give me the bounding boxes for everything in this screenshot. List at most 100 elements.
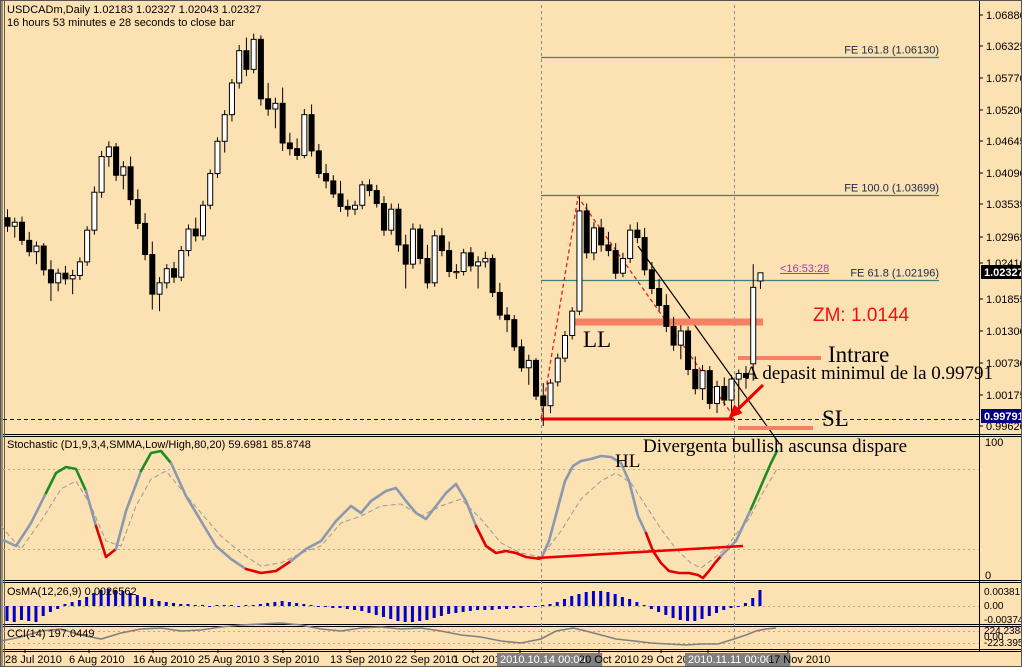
price-axis-label: 0.99620 <box>986 421 1022 433</box>
osma-histogram-bar <box>425 606 429 620</box>
stochastic-main-line <box>139 449 173 473</box>
candle-body <box>120 166 127 176</box>
time-axis-label: 20 Oct 2010 <box>579 654 639 666</box>
time-axis-label[interactable]: 2010.11.11 00:00 <box>688 654 772 666</box>
candle-body <box>605 244 612 252</box>
osma-histogram-bar <box>295 603 299 606</box>
cci-axis-label: 0.00 <box>984 632 1004 643</box>
osma-histogram-bar <box>143 597 147 606</box>
osma-histogram-bar <box>678 606 682 620</box>
osma-histogram-bar <box>63 604 67 606</box>
osma-histogram-bar <box>418 606 422 621</box>
candle-body <box>547 382 554 407</box>
osma-histogram-bar <box>628 599 632 606</box>
osma-histogram-bar <box>280 601 284 606</box>
candle-body <box>728 378 735 401</box>
candle-body <box>359 184 366 206</box>
stochastic-main-line <box>289 482 478 563</box>
osma-histogram-bar <box>229 605 233 606</box>
osma-histogram-bar <box>454 606 458 613</box>
candle-body <box>98 156 105 193</box>
osma-histogram-bar <box>99 590 103 606</box>
candle-body <box>489 257 496 293</box>
candle-body <box>648 269 655 289</box>
price-axis-label: 1.02965 <box>986 232 1022 244</box>
price-axis-label: 1.05770 <box>986 73 1022 85</box>
osma-histogram-bar <box>237 606 241 607</box>
zigzag-line <box>540 195 735 420</box>
candle-body <box>40 245 47 271</box>
candle-body <box>243 50 250 70</box>
time-axis-label: 16 Aug 2010 <box>133 654 195 666</box>
osma-histogram-bar <box>664 606 668 615</box>
osma-histogram-bar <box>324 606 328 607</box>
stochastic-main-line <box>84 489 98 528</box>
candle-body <box>750 286 757 365</box>
annotation-lower-low: LL <box>583 327 612 352</box>
candle-body <box>482 257 489 263</box>
candle-body <box>583 210 590 254</box>
cci-indicator-label: CCI(14) 197.0449 <box>7 628 95 640</box>
osma-histogram-bar <box>743 603 747 606</box>
osma-histogram-bar <box>519 606 523 608</box>
cci-axis-label: -223.395 <box>984 638 1022 649</box>
stochastic-signal-line <box>1 468 778 569</box>
candle-body <box>706 370 713 404</box>
osma-histogram-bar <box>353 606 357 610</box>
osma-histogram-bar <box>302 604 306 606</box>
osma-histogram-bar <box>570 596 574 606</box>
time-axis-label[interactable]: 2010.10.14 00:00 <box>500 654 586 666</box>
price-axis-label: 1.03535 <box>986 199 1022 211</box>
candle-body <box>569 310 576 336</box>
time-axis-label: 25 Aug 2010 <box>198 654 260 666</box>
price-axis-label: 1.04090 <box>986 168 1022 180</box>
osma-histogram-bar <box>389 606 393 619</box>
candle-body <box>62 272 69 280</box>
candle-body <box>301 114 308 156</box>
candle-body <box>590 227 597 254</box>
candle-body <box>699 370 706 390</box>
osma-histogram-bar <box>92 593 96 606</box>
descending-trendline[interactable] <box>637 245 780 444</box>
candle-body <box>308 114 315 152</box>
cci-axis-label: 224.2388 <box>984 626 1022 637</box>
osma-histogram-bar <box>157 601 161 606</box>
osma-histogram-bar <box>577 594 581 606</box>
osma-histogram-bar <box>700 606 704 619</box>
time-axis-label: 3 Sep 2010 <box>263 654 319 666</box>
candle-body <box>337 193 344 207</box>
osma-histogram-bar <box>613 594 617 606</box>
cci-line <box>1 622 777 646</box>
candle-body <box>475 261 482 267</box>
candle-body <box>330 180 337 195</box>
candle-body <box>612 250 619 274</box>
stochastic-axis-label: 100 <box>985 437 1003 449</box>
osma-histogram-bar <box>403 606 407 622</box>
annotation-entry: Intrare <box>828 342 890 367</box>
candle-body <box>373 190 380 205</box>
osma-histogram-bar <box>258 604 262 606</box>
candle-body <box>634 229 641 239</box>
price-axis-label: 1.00730 <box>986 358 1022 370</box>
candle-body <box>286 142 293 150</box>
candle-body <box>561 334 568 359</box>
candle-body <box>670 325 677 346</box>
candle-body <box>554 357 561 383</box>
candle-body <box>721 385 728 401</box>
candle-body <box>18 221 25 241</box>
candle-body <box>504 314 511 321</box>
price-axis-label: 1.05200 <box>986 105 1022 117</box>
candle-body <box>511 319 518 348</box>
candle-body <box>533 359 540 397</box>
stochastic-main-line <box>44 465 88 495</box>
candle-body <box>207 173 214 206</box>
stochastic-divergence-line[interactable] <box>536 544 744 560</box>
candle-body <box>388 208 395 231</box>
osma-histogram-bar <box>316 606 320 607</box>
stochastic-main-line <box>539 454 648 561</box>
candle-body <box>323 173 330 182</box>
osma-histogram-bar <box>150 599 154 606</box>
osma-histogram-bar <box>345 606 349 609</box>
